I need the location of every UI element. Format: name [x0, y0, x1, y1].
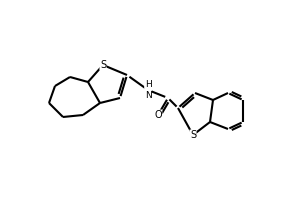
Text: S: S: [100, 60, 106, 70]
Text: O: O: [154, 110, 162, 120]
Text: H
N: H N: [145, 80, 152, 100]
Text: S: S: [190, 130, 196, 140]
